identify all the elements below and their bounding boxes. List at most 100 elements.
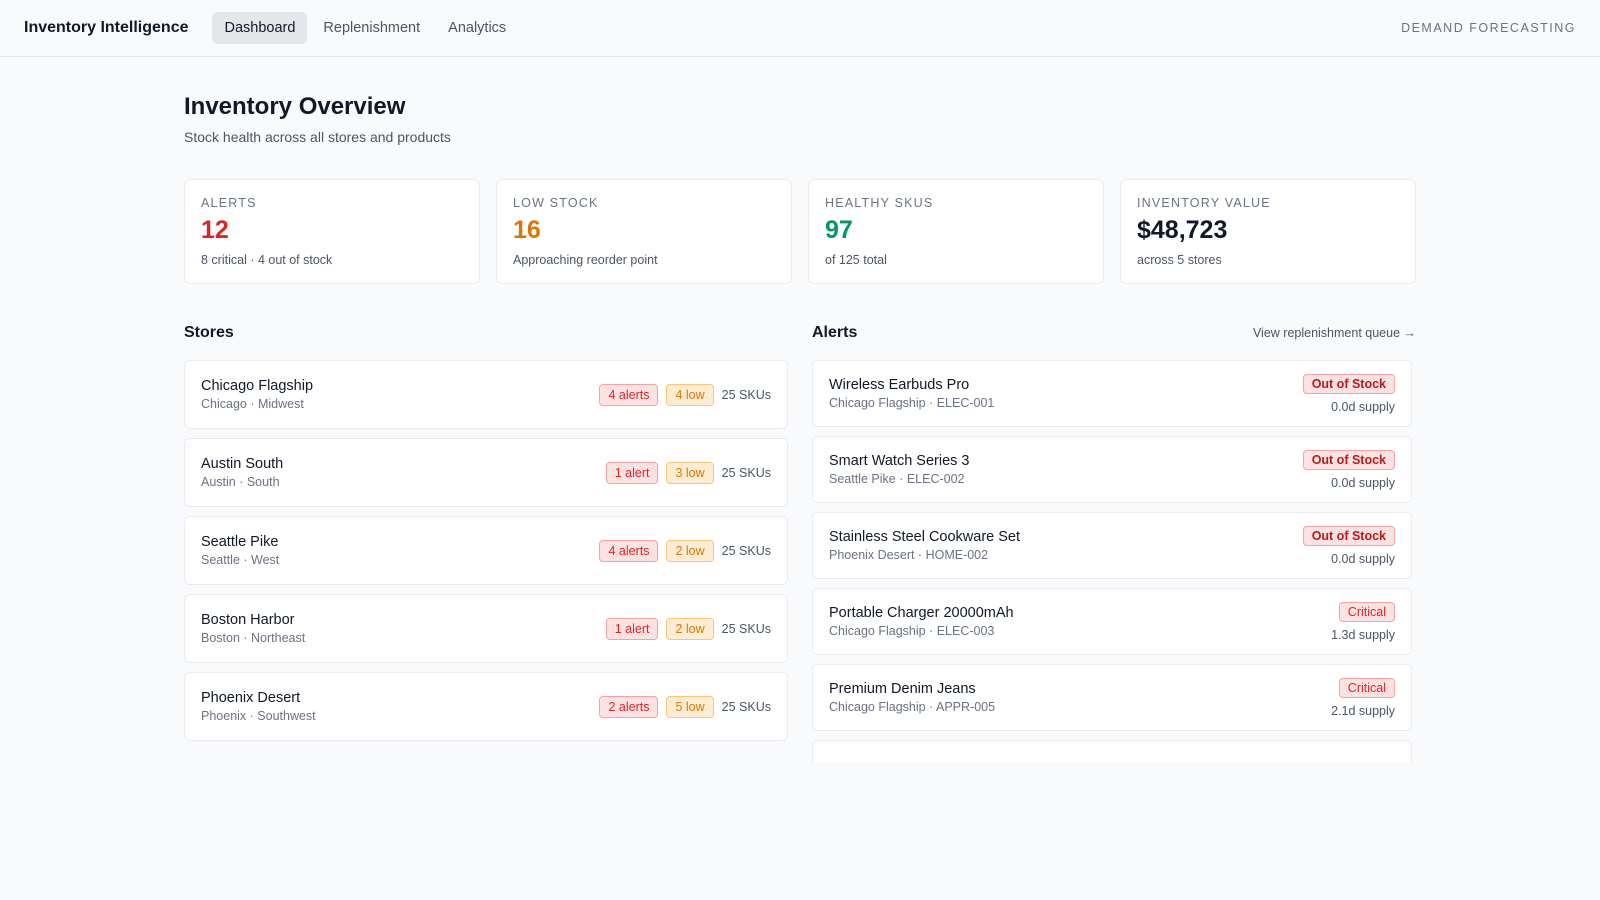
- store-info: Chicago Flagship Chicago · Midwest: [201, 378, 313, 411]
- alert-row[interactable]: Portable Charger 20000mAh Chicago Flagshi…: [812, 588, 1412, 655]
- top-nav: Inventory Intelligence Dashboard Replenis…: [0, 0, 1600, 57]
- status-badge: Critical: [1338, 677, 1395, 698]
- alerts-panel: Alerts View replenishment queue → Wireles…: [812, 320, 1416, 762]
- nav-link[interactable]: Analytics: [448, 20, 507, 36]
- alert-badge: 2 alerts: [599, 695, 659, 718]
- store-badges: 2 alerts 5 low 25 SKUs: [599, 695, 771, 718]
- alert-info: Portable Charger 20000mAh Chicago Flagshi…: [829, 605, 1014, 638]
- product-name: Portable Charger 20000mAh: [829, 605, 1014, 621]
- alert-status: Out of Stock 0.0d supply: [1302, 373, 1395, 414]
- columns: Stores Chicago Flagship Chicago · Midwest…: [184, 320, 1416, 762]
- low-badge: 5 low: [666, 695, 714, 718]
- store-info: Phoenix Desert Phoenix · Southwest: [201, 690, 316, 723]
- product-meta: Chicago Flagship · APPR-005: [829, 700, 996, 714]
- store-name: Seattle Pike: [201, 534, 279, 550]
- stores-header: Stores: [184, 320, 788, 346]
- alert-row[interactable]: Smart Watch Series 3 Seattle Pike · ELEC-…: [812, 436, 1412, 503]
- store-row[interactable]: Phoenix Desert Phoenix · Southwest 2 alert…: [184, 672, 788, 741]
- alert-row[interactable]: Premium Denim Jeans Chicago Flagship · AP…: [812, 664, 1412, 731]
- supply-days: 0.0d supply: [1331, 399, 1395, 414]
- store-row[interactable]: Boston Harbor Boston · Northeast 1 alert 2 …: [184, 594, 788, 663]
- alert-info: Premium Denim Jeans Chicago Flagship · AP…: [829, 681, 995, 714]
- alert-row[interactable]: Stainless Steel Cookware Set Phoenix Dese…: [812, 512, 1412, 579]
- low-badge: 4 low: [666, 383, 714, 406]
- alert-status: Out of Stock 0.0d supply: [1302, 449, 1395, 490]
- stat-note: 8 critical · 4 out of stock: [201, 253, 333, 267]
- product-meta: Seattle Pike · ELEC-002: [829, 472, 965, 486]
- nav-link[interactable]: Replenishment: [323, 20, 421, 36]
- stores-list: Chicago Flagship Chicago · Midwest 4 alert…: [184, 360, 788, 741]
- stat-label: LOW STOCK: [513, 196, 599, 210]
- alert-status: Critical 1.3d supply: [1331, 601, 1395, 642]
- status-badge: Out of Stock: [1302, 525, 1395, 546]
- store-info: Austin South Austin · South: [201, 456, 283, 489]
- store-location: Seattle · West: [201, 553, 280, 567]
- store-name: Phoenix Desert: [201, 690, 301, 706]
- stores-panel: Stores Chicago Flagship Chicago · Midwest…: [184, 320, 788, 762]
- nav-link[interactable]: Dashboard: [212, 12, 308, 44]
- alerts-header: Alerts View replenishment queue →: [812, 320, 1416, 346]
- stat-card: ALERTS 12 8 critical · 4 out of stock: [184, 179, 480, 284]
- status-badge: Out of Stock: [1302, 373, 1395, 394]
- product-meta: Chicago Flagship · ELEC-001: [829, 396, 995, 410]
- store-location: Boston · Northeast: [201, 631, 306, 645]
- stats: ALERTS 12 8 critical · 4 out of stock LOW S…: [184, 179, 1416, 284]
- stat-card: LOW STOCK 16 Approaching reorder point: [496, 179, 792, 284]
- stat-value: 97: [825, 216, 853, 244]
- alert-badge: 1 alert: [605, 617, 659, 640]
- stat-card: HEALTHY SKUS 97 of 125 total: [808, 179, 1104, 284]
- product-meta: Phoenix Desert · HOME-002: [829, 548, 989, 562]
- nav-right: DEMAND FORECASTING: [1401, 21, 1576, 35]
- supply-days: 2.1d supply: [1331, 703, 1395, 718]
- alert-info: Smart Watch Series 3 Seattle Pike · ELEC-…: [829, 453, 969, 486]
- status-badge: Out of Stock: [1302, 449, 1395, 470]
- alert-info: Stainless Steel Cookware Set Phoenix Dese…: [829, 529, 1020, 562]
- store-info: Boston Harbor Boston · Northeast: [201, 612, 305, 645]
- alerts-title: Alerts: [812, 324, 858, 341]
- store-badges: 1 alert 2 low 25 SKUs: [605, 617, 771, 640]
- stat-label: HEALTHY SKUS: [825, 196, 934, 210]
- low-badge: 2 low: [666, 539, 714, 562]
- store-name: Boston Harbor: [201, 612, 295, 628]
- product-name: Wireless Earbuds Pro: [829, 377, 970, 393]
- sku-count: 25 SKUs: [721, 465, 771, 480]
- main: Inventory Overview Stock health across a…: [184, 57, 1416, 762]
- stat-note: of 125 total: [825, 253, 887, 267]
- store-row[interactable]: Seattle Pike Seattle · West 4 alerts 2 low 2…: [184, 516, 788, 585]
- brand[interactable]: Inventory Intelligence: [24, 19, 189, 36]
- stat-label: INVENTORY VALUE: [1137, 196, 1271, 210]
- store-badges: 4 alerts 2 low 25 SKUs: [599, 539, 771, 562]
- store-location: Phoenix · Southwest: [201, 709, 316, 723]
- sku-count: 25 SKUs: [721, 543, 771, 558]
- page-subtitle: Stock health across all stores and produ…: [184, 129, 451, 145]
- sku-count: 25 SKUs: [721, 387, 771, 402]
- product-name: Smart Watch Series 3: [829, 453, 970, 469]
- supply-days: 1.3d supply: [1331, 627, 1395, 642]
- store-location: Chicago · Midwest: [201, 397, 304, 411]
- product-name: Premium Denim Jeans: [829, 681, 976, 697]
- supply-days: 0.0d supply: [1331, 551, 1395, 566]
- alert-row[interactable]: Wireless Earbuds Pro Chicago Flagship · E…: [812, 360, 1412, 427]
- alert-status: Out of Stock 0.0d supply: [1302, 525, 1395, 566]
- stat-value: $48,723: [1137, 216, 1228, 244]
- store-location: Austin · South: [201, 475, 280, 489]
- stat-note: Approaching reorder point: [513, 253, 658, 267]
- store-name: Chicago Flagship: [201, 378, 314, 394]
- alert-row[interactable]: Performance Running ShoesCritical: [812, 740, 1412, 762]
- product-meta: Chicago Flagship · ELEC-003: [829, 624, 995, 638]
- stat-note: across 5 stores: [1137, 253, 1222, 267]
- store-row[interactable]: Austin South Austin · South 1 alert 3 low 25…: [184, 438, 788, 507]
- replenishment-link[interactable]: View replenishment queue →: [1252, 326, 1416, 340]
- store-badges: 4 alerts 4 low 25 SKUs: [599, 383, 771, 406]
- store-row[interactable]: Chicago Flagship Chicago · Midwest 4 alert…: [184, 360, 788, 429]
- alert-status: Critical 2.1d supply: [1331, 677, 1395, 718]
- nav-links: Dashboard Replenishment Analytics: [212, 12, 522, 44]
- alerts-list: Wireless Earbuds Pro Chicago Flagship · E…: [812, 360, 1412, 762]
- status-badge: Critical: [1338, 601, 1395, 622]
- stat-value: 12: [201, 216, 229, 244]
- store-badges: 1 alert 3 low 25 SKUs: [605, 461, 771, 484]
- supply-days: 0.0d supply: [1331, 475, 1395, 490]
- low-badge: 3 low: [666, 461, 714, 484]
- alert-info: Wireless Earbuds Pro Chicago Flagship · E…: [829, 377, 994, 410]
